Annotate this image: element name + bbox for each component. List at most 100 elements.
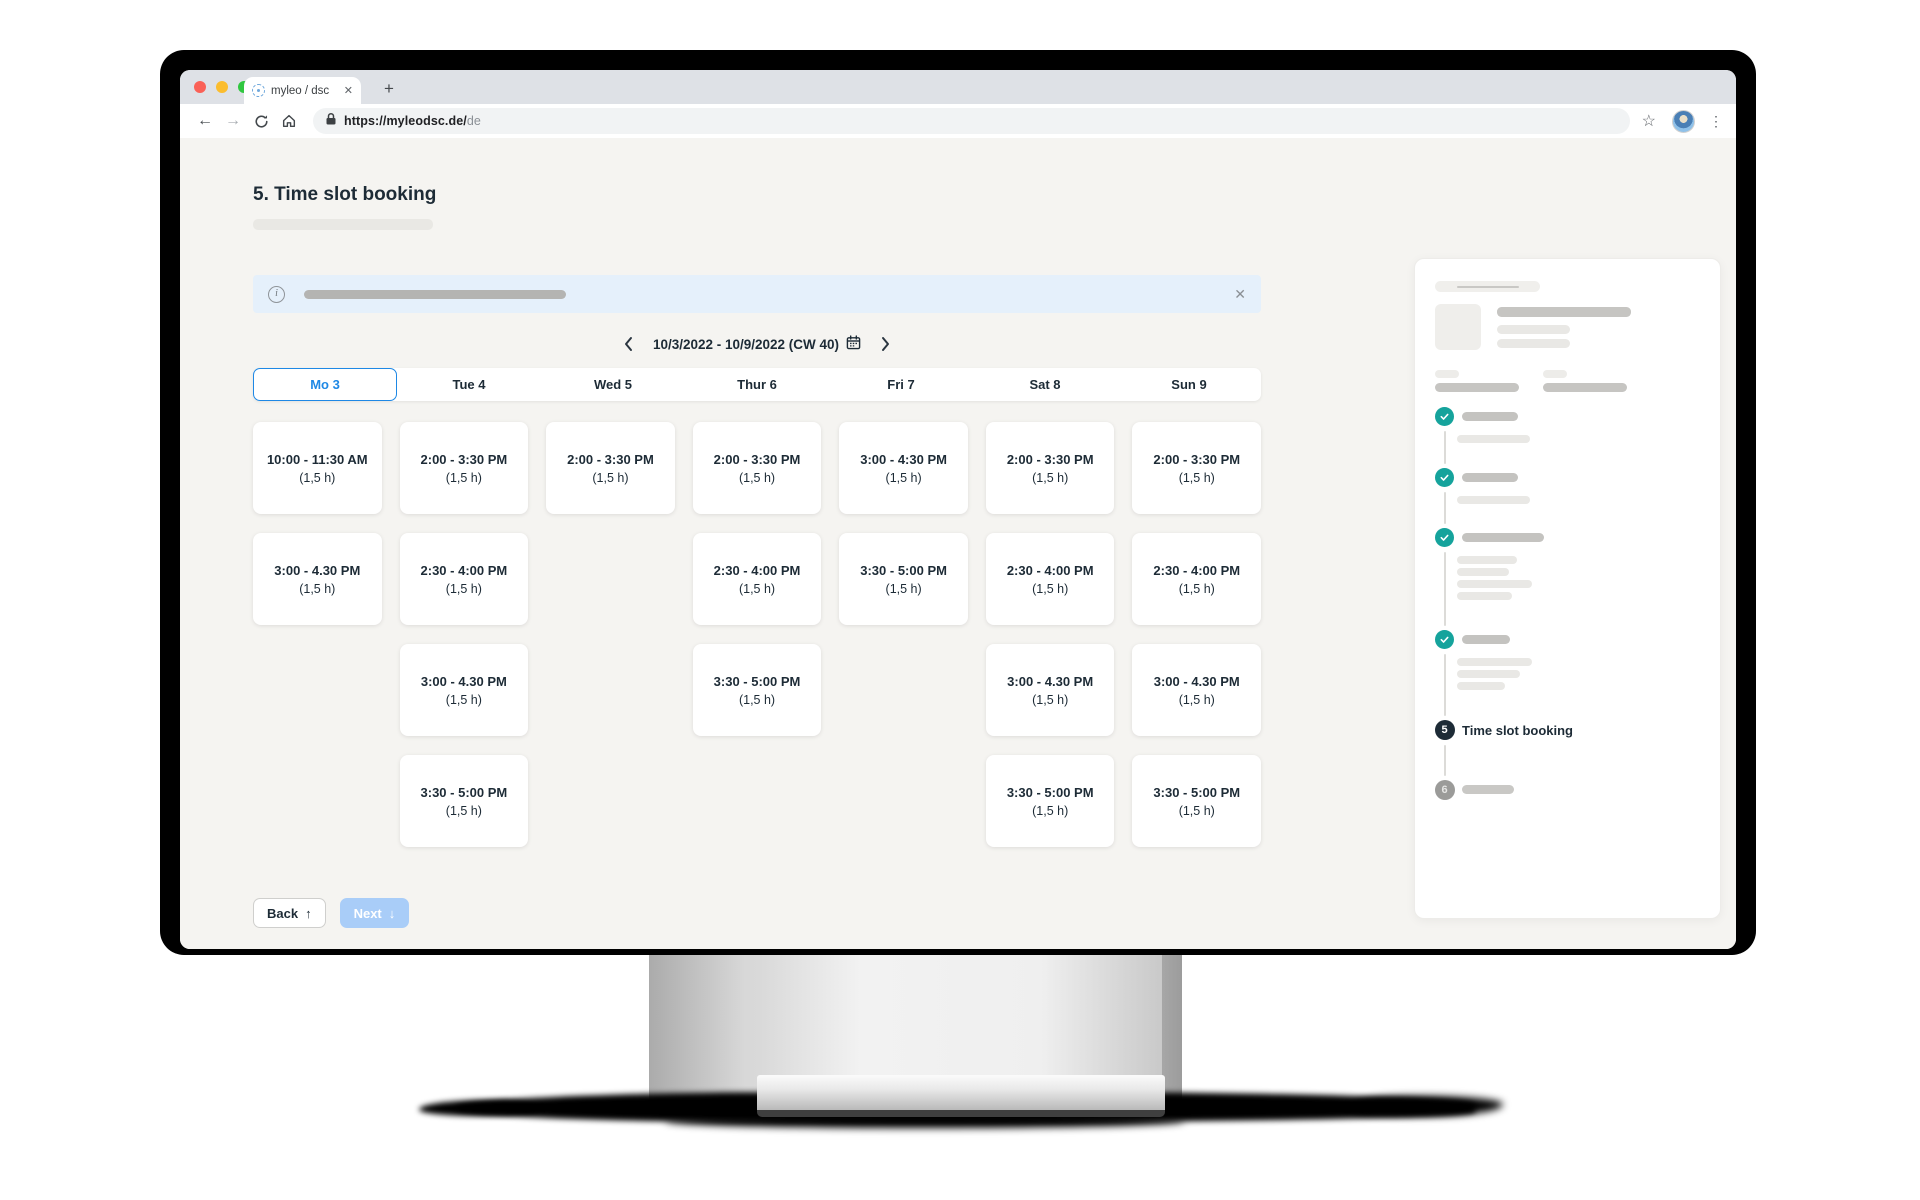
slot-time: 3:30 - 5:00 PM	[420, 784, 508, 800]
week-navigation: 10/3/2022 - 10/9/2022 (CW 40)	[253, 334, 1261, 354]
time-slot-grid: 10:00 - 11:30 AM (1,5 h) 3:00 - 4.30 PM …	[253, 422, 1262, 847]
step-item-1	[1435, 407, 1700, 468]
home-icon[interactable]	[277, 109, 301, 133]
current-step-label: Time slot booking	[1462, 723, 1573, 738]
day-column-sun: 2:00 - 3:30 PM (1,5 h) 2:30 - 4:00 PM (1…	[1132, 422, 1262, 847]
slot-duration: (1,5 h)	[738, 470, 776, 485]
slot-duration: (1,5 h)	[885, 581, 922, 596]
new-tab-button[interactable]: +	[384, 79, 394, 98]
tab-day-fri[interactable]: Fri 7	[887, 377, 915, 392]
previous-week-icon[interactable]	[623, 336, 633, 352]
week-label-text: 10/3/2022 - 10/9/2022 (CW 40)	[652, 336, 840, 352]
slot-time: 2:00 - 3:30 PM	[420, 451, 508, 467]
next-week-icon[interactable]	[881, 336, 891, 352]
step-item-6: 6	[1434, 780, 1700, 800]
step-body: Time slot booking	[1462, 720, 1700, 780]
slot-time: 3:30 - 5:00 PM	[713, 673, 801, 689]
time-slot-card[interactable]: 3:00 - 4:30 PM (1,5 h)	[839, 422, 968, 514]
step-rail	[1435, 468, 1454, 528]
bookmark-star-icon[interactable]: ☆	[1641, 113, 1656, 130]
slot-duration: (1,5 h)	[1178, 692, 1215, 707]
skeleton-bar	[1497, 325, 1570, 334]
time-slot-card[interactable]: 3:30 - 5:00 PM (1,5 h)	[985, 755, 1115, 847]
time-slot-card[interactable]: 3:00 - 4.30 PM (1,5 h)	[253, 533, 382, 625]
step-item-5-current: 5 Time slot booking	[1434, 720, 1700, 780]
back-button[interactable]: Back ↑	[253, 898, 326, 928]
skeleton-bar	[1497, 307, 1631, 317]
time-slot-card[interactable]: 3:30 - 5:00 PM (1,5 h)	[839, 533, 968, 625]
step-rail: 5	[1434, 720, 1455, 780]
back-icon[interactable]: ←	[197, 112, 213, 129]
meta-column	[1543, 370, 1651, 392]
shadow-blob	[419, 1100, 539, 1116]
skeleton-bar	[1457, 435, 1530, 443]
slot-duration: (1,5 h)	[1032, 581, 1069, 596]
tab-day-mo[interactable]: Mo 3	[253, 368, 397, 401]
skeleton-bar	[1457, 580, 1532, 588]
day-column-mo: 10:00 - 11:30 AM (1,5 h) 3:00 - 4.30 PM …	[253, 422, 382, 847]
skeleton-bar	[1457, 670, 1520, 678]
skeleton-bar	[253, 219, 433, 230]
time-slot-card[interactable]: 2:00 - 3:30 PM (1,5 h)	[1132, 422, 1262, 514]
next-button[interactable]: Next ↓	[339, 898, 410, 928]
time-slot-card[interactable]: 10:00 - 11:30 AM (1,5 h)	[253, 422, 382, 514]
time-slot-card[interactable]: 3:30 - 5:00 PM (1,5 h)	[1132, 755, 1262, 847]
slot-duration: (1,5 h)	[1178, 470, 1215, 485]
check-icon	[1435, 630, 1454, 649]
forward-icon[interactable]: →	[225, 112, 241, 129]
time-slot-card[interactable]: 2:30 - 4:00 PM (1,5 h)	[1132, 533, 1262, 625]
skeleton-bar	[1457, 682, 1505, 690]
reload-icon[interactable]	[249, 109, 273, 133]
slot-duration: (1,5 h)	[1178, 803, 1215, 818]
step-connector	[1443, 431, 1446, 464]
slot-time: 3:30 - 5:00 PM	[1006, 784, 1094, 800]
close-window-button[interactable]	[194, 81, 206, 93]
skeleton-bar	[1457, 658, 1532, 666]
minimize-window-button[interactable]	[216, 81, 228, 93]
time-slot-card[interactable]: 2:30 - 4:00 PM (1,5 h)	[399, 533, 529, 625]
slot-duration: (1,5 h)	[445, 470, 482, 485]
info-banner: i ✕	[253, 275, 1261, 313]
step-body	[1457, 468, 1700, 528]
tab-day-sun[interactable]: Sun 9	[1171, 377, 1207, 392]
time-slot-card[interactable]: 2:00 - 3:30 PM (1,5 h)	[546, 422, 675, 514]
slot-time: 3:00 - 4.30 PM	[1153, 673, 1240, 689]
tab-day-wed[interactable]: Wed 5	[593, 377, 633, 392]
time-slot-card[interactable]: 2:00 - 3:30 PM (1,5 h)	[985, 422, 1115, 514]
form-actions: Back ↑ Next ↓	[253, 898, 1261, 928]
step-item-3	[1435, 528, 1700, 630]
time-slot-card[interactable]: 2:00 - 3:30 PM (1,5 h)	[399, 422, 529, 514]
slot-time: 2:00 - 3:30 PM	[567, 451, 654, 467]
back-button-label: Back	[267, 905, 299, 921]
time-slot-card[interactable]: 2:00 - 3:30 PM (1,5 h)	[692, 422, 822, 514]
skeleton-bar	[1435, 383, 1519, 392]
check-icon	[1435, 468, 1454, 487]
profile-avatar[interactable]	[1672, 109, 1695, 133]
time-slot-card[interactable]: 3:00 - 4.30 PM (1,5 h)	[985, 644, 1115, 736]
time-slot-card[interactable]: 3:30 - 5:00 PM (1,5 h)	[399, 755, 529, 847]
lock-icon[interactable]	[325, 112, 337, 131]
time-slot-card[interactable]: 3:00 - 4.30 PM (1,5 h)	[399, 644, 529, 736]
time-slot-card[interactable]: 2:30 - 4:00 PM (1,5 h)	[985, 533, 1115, 625]
browser-menu-icon[interactable]: ⋮	[1709, 112, 1723, 129]
address-bar[interactable]: https://myleodsc.de/de	[313, 108, 1630, 134]
skeleton-bar	[1457, 556, 1517, 564]
shadow-blob	[1353, 1096, 1503, 1116]
calendar-icon[interactable]	[846, 335, 861, 353]
time-slot-card[interactable]: 3:30 - 5:00 PM (1,5 h)	[692, 644, 822, 736]
monitor-stand-neck	[760, 950, 1162, 1082]
time-slot-card[interactable]: 2:30 - 4:00 PM (1,5 h)	[692, 533, 822, 625]
tab-day-thur[interactable]: Thur 6	[737, 377, 777, 392]
step-connector	[1443, 654, 1446, 716]
banner-close-icon[interactable]: ✕	[1234, 285, 1246, 302]
browser-tab[interactable]: myleo / dsc ✕	[244, 77, 361, 104]
time-slot-card[interactable]: 3:00 - 4.30 PM (1,5 h)	[1132, 644, 1262, 736]
tab-close-icon[interactable]: ✕	[343, 85, 353, 97]
slot-time: 2:00 - 3:30 PM	[1153, 451, 1241, 467]
skeleton-bar	[1462, 635, 1510, 644]
window-controls	[194, 81, 250, 93]
tab-day-tue[interactable]: Tue 4	[452, 377, 486, 392]
slot-duration: (1,5 h)	[445, 692, 482, 707]
week-label: 10/3/2022 - 10/9/2022 (CW 40)	[653, 335, 861, 353]
tab-day-sat[interactable]: Sat 8	[1029, 377, 1061, 392]
